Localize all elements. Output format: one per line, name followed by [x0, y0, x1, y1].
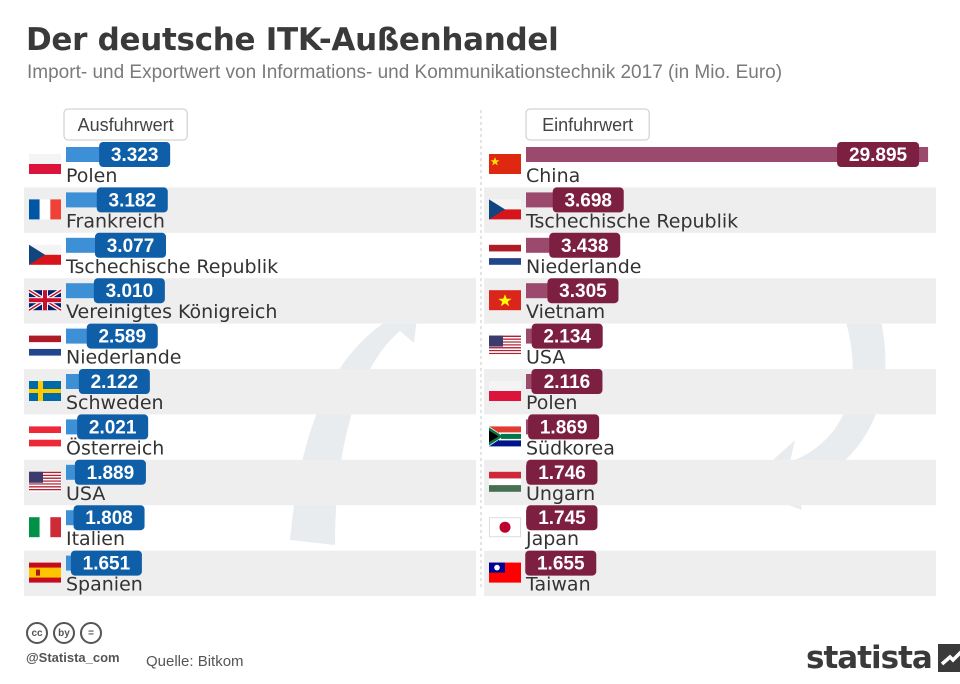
export-value-box: [96, 187, 168, 213]
import-flag-pl-icon: [489, 381, 521, 401]
import-value-box: [547, 278, 619, 304]
import-category-label: Ungarn: [526, 483, 595, 505]
import-arrow-icon: [742, 290, 886, 510]
import-value-box: [552, 187, 624, 213]
import-category-label: Vietnam: [526, 301, 605, 323]
export-flag-gb-icon: [27, 288, 63, 312]
import-flag-tw-icon: [489, 562, 521, 583]
statista-brand[interactable]: statista: [806, 640, 960, 676]
export-flag-us-icon: [29, 471, 61, 492]
export-value-label: 3.010: [106, 281, 154, 302]
import-value-box: [531, 369, 603, 394]
import-value-label: 1.655: [537, 554, 585, 575]
export-flag-it-icon: [29, 517, 61, 538]
export-value-label: 1.889: [87, 463, 135, 484]
import-category-label: Japan: [525, 528, 579, 550]
export-category-label: Frankreich: [66, 210, 165, 232]
export-value-box: [93, 278, 165, 304]
export-value-box: [99, 142, 171, 167]
import-value-label: 3.698: [564, 190, 612, 211]
export-category-label: Niederlande: [66, 347, 181, 369]
export-category-label: Österreich: [66, 436, 164, 459]
export-value-label: 1.808: [85, 508, 133, 529]
import-flag-vn-icon: [489, 290, 521, 311]
export-header-box: [63, 108, 188, 141]
import-value-box: [528, 414, 600, 440]
export-category-label: Italien: [66, 528, 125, 550]
brand-name: statista: [806, 640, 933, 676]
export-value-label: 3.182: [109, 190, 157, 211]
export-category-label: USA: [66, 483, 105, 505]
import-flag-cz-icon: [489, 199, 521, 220]
export-value-box: [95, 232, 167, 258]
export-flag-pl-icon: [29, 154, 61, 174]
export-category-label: Tschechische Republik: [65, 256, 278, 278]
import-value-label: 1.745: [538, 508, 586, 529]
import-flag-jp-icon: [489, 517, 521, 538]
import-value-box: [837, 142, 920, 167]
export-value-label: 1.651: [83, 554, 131, 575]
export-flag-fr-icon: [29, 199, 61, 220]
import-value-label: 2.134: [543, 327, 591, 348]
export-header-label: Ausfuhrwert: [78, 115, 174, 135]
no-derivatives-icon[interactable]: =: [80, 622, 102, 644]
import-value-box: [526, 459, 598, 485]
attribution-icon[interactable]: by: [53, 622, 75, 644]
export-value-box: [86, 323, 158, 349]
import-header-box: [525, 108, 650, 141]
export-category-label: Schweden: [66, 392, 164, 414]
source-note: Quelle: Bitkom: [146, 653, 244, 670]
import-value-box: [525, 550, 597, 576]
export-value-box: [77, 414, 149, 440]
import-category-label: Taiwan: [525, 574, 591, 596]
import-category-label: China: [526, 165, 580, 187]
export-flag-nl-icon: [29, 335, 61, 356]
export-value-label: 2.122: [91, 372, 139, 393]
import-header-label: Einfuhrwert: [542, 115, 633, 135]
page-subtitle: Import- und Exportwert von Informations-…: [27, 62, 783, 83]
import-category-label: Polen: [526, 392, 577, 414]
import-value-box: [549, 232, 621, 258]
export-value-box: [70, 550, 142, 576]
export-value-label: 2.021: [89, 417, 137, 438]
import-value-box: [531, 323, 603, 349]
export-value-box: [78, 369, 150, 394]
import-value-label: 1.746: [538, 463, 586, 484]
import-flag-us-icon: [489, 335, 521, 356]
import-value-label: 2.116: [544, 372, 591, 393]
export-value-label: 3.323: [111, 145, 159, 166]
export-value-label: 2.589: [98, 327, 146, 348]
import-value-box: [526, 505, 598, 531]
import-value-label: 29.895: [849, 145, 908, 166]
export-value-box: [74, 459, 146, 485]
import-category-label: USA: [526, 347, 565, 369]
import-category-label: Niederlande: [526, 256, 641, 278]
export-category-label: Vereinigtes Königreich: [66, 301, 277, 323]
import-flag-hu-icon: [489, 471, 521, 492]
import-value-label: 3.438: [561, 236, 609, 257]
export-flag-at-icon: [29, 426, 61, 447]
page-title: Der deutsche ITK-Außenhandel: [26, 22, 559, 58]
export-arrow-icon: [290, 292, 420, 545]
import-value-label: 1.869: [540, 417, 588, 438]
statista-handle[interactable]: @Statista_com: [26, 650, 120, 665]
export-value-box: [73, 505, 145, 531]
cc-icon[interactable]: cc: [26, 622, 48, 644]
import-bar: [526, 147, 929, 162]
export-flag-cz-icon: [29, 244, 61, 265]
export-flag-es-icon: [29, 562, 61, 583]
import-flag-za-icon: [489, 426, 521, 447]
export-category-label: Spanien: [66, 574, 143, 596]
footer-license: cc by = @Statista_com: [26, 622, 120, 665]
statista-logo-icon: [937, 644, 960, 672]
import-flag-nl-icon: [489, 244, 521, 265]
import-category-label: Tschechische Republik: [525, 210, 738, 232]
export-value-label: 3.077: [107, 236, 155, 257]
import-category-label: Südkorea: [526, 437, 615, 459]
export-flag-se-icon: [29, 381, 61, 401]
import-flag-cn-icon: [489, 154, 521, 174]
import-value-label: 3.305: [559, 281, 607, 302]
export-category-label: Polen: [66, 165, 117, 187]
